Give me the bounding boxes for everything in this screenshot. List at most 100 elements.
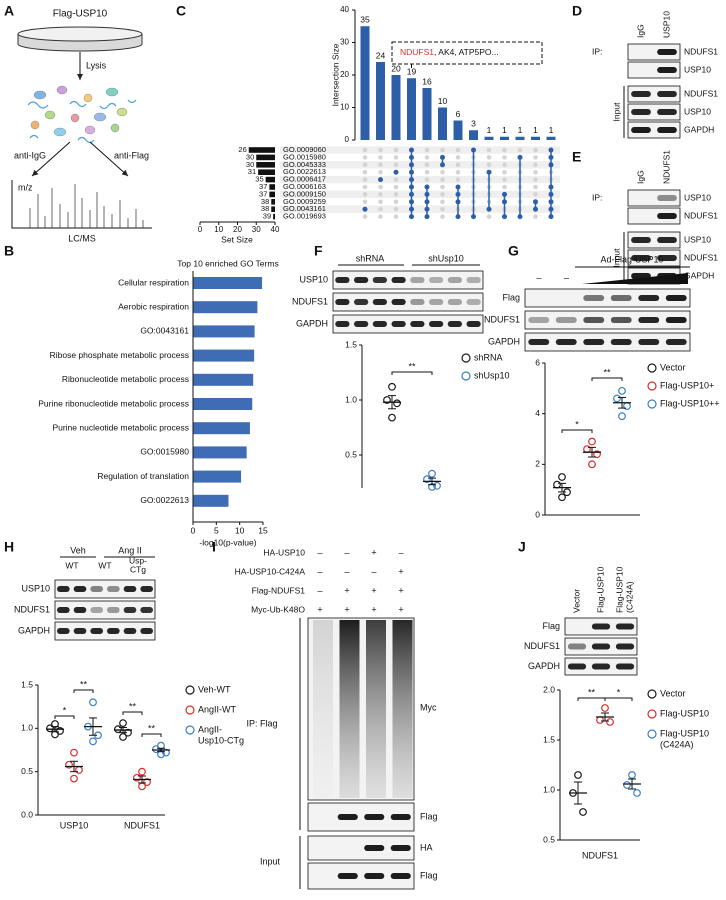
bar [193, 398, 253, 410]
protein [116, 107, 128, 117]
data-label: 26 [238, 145, 246, 154]
data-point [75, 766, 83, 774]
empty-dot [393, 155, 399, 160]
protein [56, 85, 68, 95]
empty-dot [378, 162, 383, 168]
band [447, 321, 462, 327]
band [140, 586, 153, 592]
empty-dot [502, 147, 507, 153]
row-label: NDUFS1 [484, 314, 520, 324]
member-dot [486, 169, 492, 175]
band [591, 623, 611, 630]
legend-marker [647, 381, 657, 391]
band [583, 295, 605, 301]
member-dot [409, 199, 414, 205]
y-tick-label: 4 [535, 408, 540, 418]
significance: * [63, 705, 67, 715]
set-name: GO.0006163 [283, 182, 326, 191]
legend-marker [647, 709, 657, 719]
empty-dot [378, 147, 383, 153]
member-dot [548, 214, 554, 220]
member-dot [409, 162, 414, 168]
band [390, 814, 411, 820]
band [615, 623, 635, 630]
set-bar [258, 169, 275, 175]
set-bar [269, 184, 275, 190]
x-axis-label: Set Size [221, 234, 253, 244]
band [364, 873, 385, 879]
row-stripe [280, 175, 560, 184]
significance: ** [588, 687, 596, 697]
y-tick-label: 1.5 [21, 679, 33, 689]
legend-marker [647, 689, 657, 699]
band [610, 339, 632, 345]
blot-strip [627, 189, 681, 207]
band [466, 277, 481, 283]
row-stripe [280, 205, 560, 213]
data-label: 1 [502, 125, 507, 135]
empty-dot [362, 214, 368, 219]
condition-sign: + [317, 604, 322, 614]
data-point [383, 396, 391, 404]
legend-marker [647, 399, 657, 409]
blot-strip [54, 579, 156, 599]
y-tick-label: 0 [345, 135, 350, 144]
member-dot [455, 191, 461, 197]
row-label: NDUFS1 [684, 252, 718, 262]
band [657, 213, 677, 219]
data-point [89, 698, 97, 707]
data-point [574, 771, 582, 779]
band [410, 321, 425, 327]
y-tick-label: 0.5 [345, 449, 357, 459]
band [73, 586, 87, 592]
band [583, 317, 605, 323]
significance-bracket [54, 715, 75, 719]
band [390, 845, 411, 851]
blot-strip [524, 288, 691, 308]
bar [193, 470, 242, 483]
band [665, 295, 687, 301]
member-dot [471, 214, 476, 220]
blot-strip [54, 600, 156, 620]
row-label: NDUFS1 [524, 641, 560, 651]
blot-strip [524, 332, 691, 352]
y-tick-label: 20 [340, 70, 349, 79]
legend-marker [185, 705, 195, 715]
chart-title: Top 10 enriched GO Terms [177, 258, 278, 268]
empty-dot [486, 155, 492, 160]
member-dot [362, 206, 368, 212]
condition-sign: – [317, 566, 322, 576]
band [364, 814, 385, 820]
row-label: GAPDH [684, 270, 714, 280]
bar [193, 301, 258, 314]
lane-label: Vector [571, 589, 581, 613]
blot-strip [627, 231, 681, 249]
data-point [618, 412, 626, 421]
member-dot [409, 147, 414, 153]
label: IP: [592, 46, 602, 56]
empty-dot [486, 147, 492, 153]
label: LC/MS [68, 233, 96, 243]
smear [339, 620, 360, 798]
data-point [579, 808, 587, 816]
member-dot [409, 206, 414, 212]
row-label: Myc [420, 702, 437, 712]
row-label: USP10 [684, 234, 711, 244]
member-dot [502, 191, 507, 197]
y-tick-label: 1.0 [543, 784, 555, 794]
member-dot [455, 214, 461, 220]
band [123, 607, 137, 613]
panel-letter: B [4, 243, 14, 259]
significance-bracket [122, 711, 143, 715]
data-label: 35 [255, 175, 263, 184]
y-tick-label: 0 [535, 509, 540, 519]
data-point [588, 437, 596, 446]
member-dot [409, 154, 414, 160]
band [466, 299, 481, 305]
peptide [69, 100, 87, 108]
row-label: NDUFS1 [14, 604, 50, 614]
condition-sign: – [344, 547, 349, 557]
set-name: GO.0045333 [283, 160, 326, 169]
bar [193, 349, 255, 362]
band [567, 663, 587, 670]
